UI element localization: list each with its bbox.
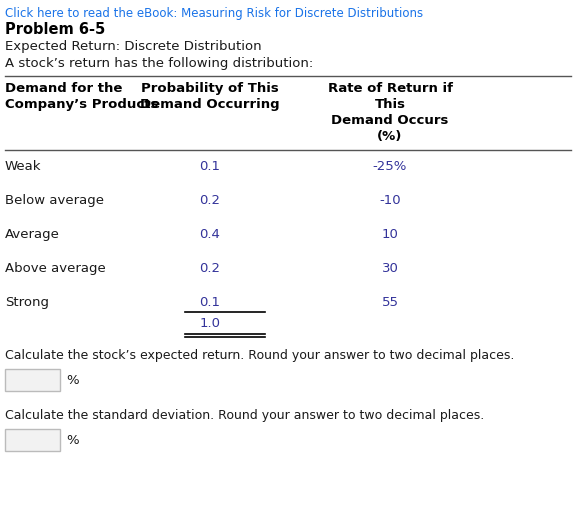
Text: Strong: Strong (5, 296, 49, 309)
Text: 0.2: 0.2 (199, 194, 221, 207)
FancyBboxPatch shape (5, 369, 60, 391)
Text: Above average: Above average (5, 262, 106, 275)
Text: Expected Return: Discrete Distribution: Expected Return: Discrete Distribution (5, 40, 262, 53)
Text: -25%: -25% (373, 160, 407, 173)
Text: Probability of This: Probability of This (141, 82, 279, 95)
Text: Demand Occurring: Demand Occurring (140, 98, 280, 111)
Text: Demand for the: Demand for the (5, 82, 122, 95)
Text: 0.1: 0.1 (199, 296, 221, 309)
Text: 0.1: 0.1 (199, 160, 221, 173)
Text: 30: 30 (381, 262, 399, 275)
Text: 0.2: 0.2 (199, 262, 221, 275)
Text: Weak: Weak (5, 160, 41, 173)
Text: A stock’s return has the following distribution:: A stock’s return has the following distr… (5, 57, 313, 70)
Text: 10: 10 (381, 228, 399, 241)
Text: 0.4: 0.4 (199, 228, 221, 241)
Text: This: This (374, 98, 406, 111)
Text: (%): (%) (377, 130, 403, 143)
Text: Below average: Below average (5, 194, 104, 207)
Text: -10: -10 (379, 194, 401, 207)
Text: Calculate the stock’s expected return. Round your answer to two decimal places.: Calculate the stock’s expected return. R… (5, 349, 514, 362)
Text: Company’s Products: Company’s Products (5, 98, 158, 111)
Text: %: % (66, 374, 79, 386)
Text: Calculate the standard deviation. Round your answer to two decimal places.: Calculate the standard deviation. Round … (5, 409, 484, 422)
Text: Average: Average (5, 228, 60, 241)
Text: 1.0: 1.0 (199, 317, 221, 330)
Text: Demand Occurs: Demand Occurs (331, 114, 449, 127)
Text: Problem 6-5: Problem 6-5 (5, 22, 105, 37)
Text: %: % (66, 433, 79, 446)
Text: Click here to read the eBook: Measuring Risk for Discrete Distributions: Click here to read the eBook: Measuring … (5, 7, 423, 20)
Text: 55: 55 (381, 296, 399, 309)
Text: Rate of Return if: Rate of Return if (328, 82, 453, 95)
FancyBboxPatch shape (5, 429, 60, 451)
